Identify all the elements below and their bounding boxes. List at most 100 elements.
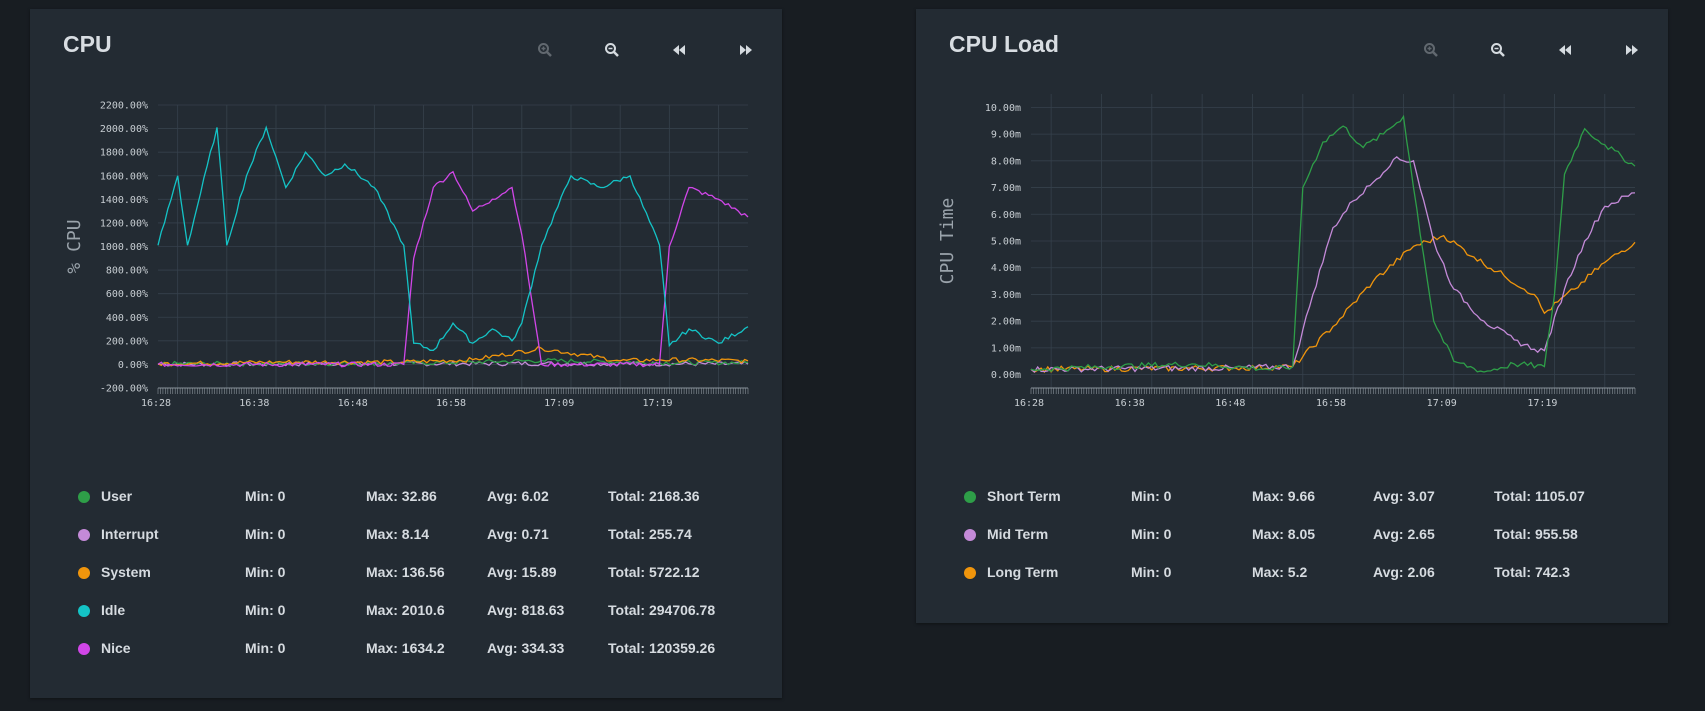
legend-color-dot (78, 491, 90, 503)
cpu-legend-row[interactable]: System Min: 0 Max: 136.56 Avg: 15.89 Total: … (30, 564, 782, 584)
y-tick-label: 0.00% (118, 360, 148, 371)
cpu-legend-row[interactable]: Interrupt Min: 0 Max: 8.14 Avg: 0.71 Total: … (30, 526, 782, 546)
cpu-legend-row[interactable]: Nice Min: 0 Max: 1634.2 Avg: 334.33 Total: 1… (30, 640, 782, 660)
cpu-load-panel: CPU Load 0.00m 1.00m 2.00m 3.00m 4.00m 5.00m 6… (916, 9, 1668, 623)
legend-max: Max: 2010.6 (366, 602, 445, 618)
y-tick-label: 9.00m (991, 130, 1021, 141)
series-line-mid-term (1030, 156, 1636, 373)
x-tick-label: 16:58 (436, 398, 466, 409)
y-axis-label: % CPU (64, 219, 85, 273)
x-tick-label: 16:28 (141, 398, 171, 409)
pan-right-icon[interactable] (734, 38, 758, 62)
cpu-load-chart: 0.00m 1.00m 2.00m 3.00m 4.00m 5.00m 6.00m 7.00m… (937, 94, 1636, 409)
cpu-load-panel-title: CPU Load (949, 31, 1059, 57)
legend-total: Total: 742.3 (1494, 564, 1570, 580)
legend-total: Total: 2168.36 (608, 488, 700, 504)
y-tick-label: 200.00% (106, 336, 148, 347)
legend-total: Total: 120359.26 (608, 640, 716, 656)
y-tick-label: 600.00% (106, 289, 148, 300)
cpu-panel: CPU -200.00% 0.00% 200.00% 400.00% 600.00% 80… (30, 9, 782, 698)
legend-avg: Avg: 334.33 (487, 640, 565, 656)
legend-max: Max: 32.86 (366, 488, 437, 504)
legend-avg: Avg: 818.63 (487, 602, 565, 618)
y-tick-label: 10.00m (985, 103, 1021, 114)
cpu-load-legend-row[interactable]: Long Term Min: 0 Max: 5.2 Avg: 2.06 Total: 7… (916, 564, 1668, 584)
y-tick-label: 0.00m (991, 370, 1021, 381)
y-tick-label: -200.00% (100, 384, 148, 395)
y-tick-label: 2000.00% (100, 124, 148, 135)
pan-right-icon[interactable] (1620, 38, 1644, 62)
legend-max: Max: 8.05 (1252, 526, 1316, 542)
legend-min: Min: 0 (245, 488, 286, 504)
legend-total: Total: 255.74 (608, 526, 692, 542)
y-tick-label: 2200.00% (100, 101, 148, 112)
legend-avg: Avg: 6.02 (487, 488, 549, 504)
zoom-out-icon[interactable] (1486, 38, 1510, 62)
y-tick-label: 7.00m (991, 183, 1021, 194)
y-tick-label: 800.00% (106, 266, 148, 277)
legend-name: Mid Term (987, 526, 1049, 542)
legend-total: Total: 5722.12 (608, 564, 700, 580)
y-tick-label: 2.00m (991, 317, 1021, 328)
legend-max: Max: 5.2 (1252, 564, 1308, 580)
y-tick-label: 3.00m (991, 290, 1021, 301)
series-line-long-term (1030, 234, 1636, 374)
pan-left-icon[interactable] (667, 38, 691, 62)
legend-max: Max: 8.14 (366, 526, 430, 542)
y-tick-label: 1200.00% (100, 218, 148, 229)
legend-name: Nice (101, 640, 131, 656)
legend-name: Long Term (987, 564, 1059, 580)
series-line-system (157, 345, 749, 367)
y-tick-label: 1000.00% (100, 242, 148, 253)
y-axis-label: CPU Time (937, 198, 958, 285)
zoom-out-icon[interactable] (600, 38, 624, 62)
zoom-in-icon[interactable] (533, 38, 557, 62)
legend-avg: Avg: 3.07 (1373, 488, 1435, 504)
x-tick-label: 17:09 (544, 398, 574, 409)
legend-avg: Avg: 2.06 (1373, 564, 1435, 580)
cpu-toolbar (30, 38, 782, 62)
legend-avg: Avg: 0.71 (487, 526, 549, 542)
legend-name: Short Term (987, 488, 1061, 504)
legend-color-dot (78, 529, 90, 541)
cpu-load-legend-row[interactable]: Short Term Min: 0 Max: 9.66 Avg: 3.07 Total:… (916, 488, 1668, 508)
legend-min: Min: 0 (245, 564, 286, 580)
x-tick-label: 16:48 (1215, 398, 1245, 409)
legend-max: Max: 1634.2 (366, 640, 445, 656)
legend-min: Min: 0 (1131, 488, 1172, 504)
series-line-short-term (1030, 114, 1636, 373)
legend-min: Min: 0 (245, 640, 286, 656)
legend-min: Min: 0 (245, 526, 286, 542)
cpu-load-toolbar (916, 38, 1668, 62)
cpu-chart: -200.00% 0.00% 200.00% 400.00% 600.00% 800.00… (64, 101, 749, 409)
x-tick-label: 17:09 (1427, 398, 1457, 409)
y-tick-label: 1800.00% (100, 148, 148, 159)
cpu-load-legend-row[interactable]: Mid Term Min: 0 Max: 8.05 Avg: 2.65 Total: 9… (916, 526, 1668, 546)
x-tick-label: 16:28 (1014, 398, 1044, 409)
legend-color-dot (964, 567, 976, 579)
legend-min: Min: 0 (1131, 526, 1172, 542)
y-tick-label: 4.00m (991, 263, 1021, 274)
series-line-nice (157, 170, 749, 368)
cpu-legend-row[interactable]: Idle Min: 0 Max: 2010.6 Avg: 818.63 Total: 2… (30, 602, 782, 622)
x-tick-label: 16:38 (239, 398, 269, 409)
legend-color-dot (964, 491, 976, 503)
legend-max: Max: 9.66 (1252, 488, 1316, 504)
legend-total: Total: 294706.78 (608, 602, 716, 618)
legend-avg: Avg: 15.89 (487, 564, 557, 580)
y-tick-label: 400.00% (106, 313, 148, 324)
legend-total: Total: 1105.07 (1494, 488, 1585, 504)
legend-name: Interrupt (101, 526, 159, 542)
zoom-in-icon[interactable] (1419, 38, 1443, 62)
legend-avg: Avg: 2.65 (1373, 526, 1435, 542)
legend-color-dot (78, 605, 90, 617)
legend-name: System (101, 564, 151, 580)
x-tick-label: 16:48 (338, 398, 368, 409)
legend-color-dot (964, 529, 976, 541)
cpu-legend-row[interactable]: User Min: 0 Max: 32.86 Avg: 6.02 Total: 2168… (30, 488, 782, 508)
series-line-idle (157, 125, 749, 351)
legend-color-dot (78, 567, 90, 579)
cpu-panel-title: CPU (63, 31, 112, 57)
pan-left-icon[interactable] (1553, 38, 1577, 62)
legend-name: Idle (101, 602, 126, 618)
